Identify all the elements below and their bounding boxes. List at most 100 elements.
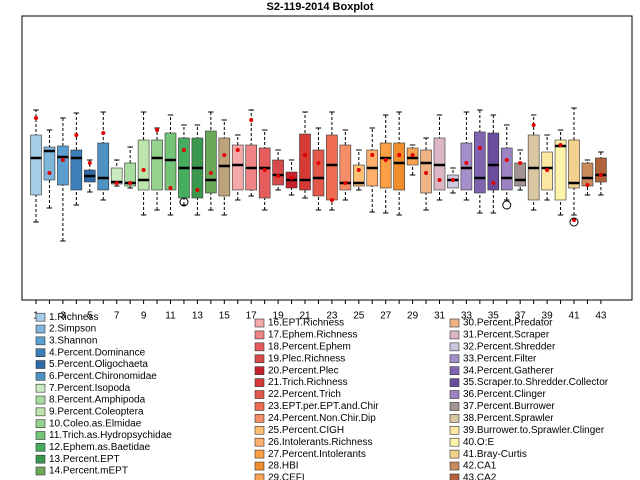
legend-label: 19.Plec.Richness [268, 353, 345, 364]
mean-point [585, 183, 590, 187]
legend-swatch [35, 324, 46, 334]
legend-swatch [449, 342, 460, 352]
plot-frame [21, 15, 633, 301]
box [352, 164, 365, 187]
legend-swatch [35, 372, 46, 381]
box [595, 157, 607, 183]
legend-label: 43.CA2 [463, 473, 497, 480]
outlier [179, 197, 189, 207]
mean-point [383, 158, 388, 162]
legend-swatch [35, 454, 46, 464]
mean-point [141, 168, 146, 172]
mean-point [545, 168, 550, 172]
legend-label: 26.Intolerants.Richness [268, 437, 373, 448]
legend-label: 11.Trich.as.Hydropsychidae [49, 430, 172, 441]
mean-point [155, 128, 160, 132]
mean-point [128, 181, 133, 185]
box [231, 144, 244, 191]
outlier [502, 200, 512, 210]
legend-label: 17.Ephem.Richness [268, 330, 358, 341]
mean-point [504, 158, 509, 162]
legend-label: 7.Percent.Isopoda [49, 383, 131, 394]
mean-point [289, 176, 294, 180]
legend-swatch [35, 383, 46, 393]
mean-point [558, 143, 563, 147]
box [460, 142, 473, 191]
legend-swatch [35, 348, 46, 357]
outlier [569, 217, 579, 227]
legend-label: 40.O:E [463, 437, 494, 448]
mean-point [249, 118, 254, 122]
mean-point [114, 181, 119, 185]
legend-label: 36.Percent.Clinger [463, 389, 546, 400]
x-tick-label: 27 [380, 311, 392, 322]
legend-label: 6.Percent.Chironomidae [49, 371, 157, 382]
x-tick-label: 19 [273, 311, 285, 322]
chart-title: S2-119-2014 Boxplot [267, 1, 374, 13]
legend-swatch [35, 395, 46, 405]
mean-point [222, 153, 227, 157]
mean-point [464, 161, 469, 165]
x-tick-label: 23 [326, 311, 338, 322]
box [205, 130, 217, 194]
legend-label: 35.Scraper.to.Shredder.Collector [463, 377, 609, 388]
legend-label: 24.Percent.Non.Chir.Dip [268, 413, 376, 424]
legend-label: 33.Percent.Filter [463, 353, 537, 364]
mean-point [356, 168, 361, 172]
legend-label: 12.Ephem.as.Baetidae [49, 442, 151, 453]
mean-point [410, 153, 415, 157]
mean-point [168, 186, 173, 190]
legend-label: 28.HBI [268, 461, 299, 472]
legend-label: 10.Coleo.as.Elmidae [49, 418, 142, 429]
mean-point [329, 198, 334, 202]
legend-swatch [35, 431, 46, 440]
legend-swatch [254, 461, 265, 471]
legend-swatch [449, 402, 460, 411]
legend-label: 25.Percent.CIGH [268, 425, 344, 436]
mean-point [531, 123, 536, 127]
mean-point [235, 148, 240, 152]
legend-label: 41.Bray-Curtis [463, 449, 527, 460]
x-tick-label: 11 [165, 311, 176, 322]
legend-swatch [449, 449, 460, 459]
x-tick-label: 21 [299, 311, 311, 322]
x-tick-label: 5 [87, 311, 93, 322]
x-tick-label: 31 [434, 311, 446, 322]
legend-label: 27.Percent.Intolerants [268, 449, 366, 460]
legend-label: 2.Simpson [49, 324, 96, 335]
legend-swatch [35, 443, 46, 452]
mean-point [450, 178, 455, 182]
box [581, 162, 594, 187]
legend-label: 9.Percent.Coleoptera [49, 406, 144, 417]
x-tick-label: 9 [141, 311, 147, 322]
x-tick-label: 15 [219, 311, 231, 322]
legend-swatch [449, 366, 460, 375]
legend-label: 30.Percent.Predator [463, 318, 553, 329]
box [43, 146, 56, 181]
box [272, 159, 284, 186]
legend-swatch [449, 461, 460, 471]
x-tick-label: 41 [568, 311, 580, 322]
legend-swatch [35, 312, 46, 322]
x-tick-label: 25 [353, 311, 365, 322]
legend-swatch [449, 414, 460, 423]
legend-label: 22.Percent.Trich [268, 389, 341, 400]
x-tick-label: 35 [488, 311, 500, 322]
mean-point [572, 218, 576, 222]
legend-label: 23.EPT.per.EPT.and.Chir [268, 401, 379, 412]
legend-label: 14.Percent.mEPT [49, 466, 128, 477]
legend-label: 37.Percent.Burrower [463, 401, 555, 412]
legend-label: 20.Percent.Plec [268, 365, 339, 376]
legend-swatch [35, 336, 46, 346]
legend-swatch [254, 354, 265, 364]
legend-swatch [254, 402, 265, 411]
box [474, 131, 486, 194]
x-tick-label: 7 [114, 311, 120, 322]
legend-swatch [449, 318, 460, 328]
mean-point [74, 133, 79, 137]
mean-point [208, 171, 213, 175]
mean-point [424, 171, 429, 175]
mean-point [437, 178, 442, 182]
x-tick-label: 37 [515, 311, 527, 322]
